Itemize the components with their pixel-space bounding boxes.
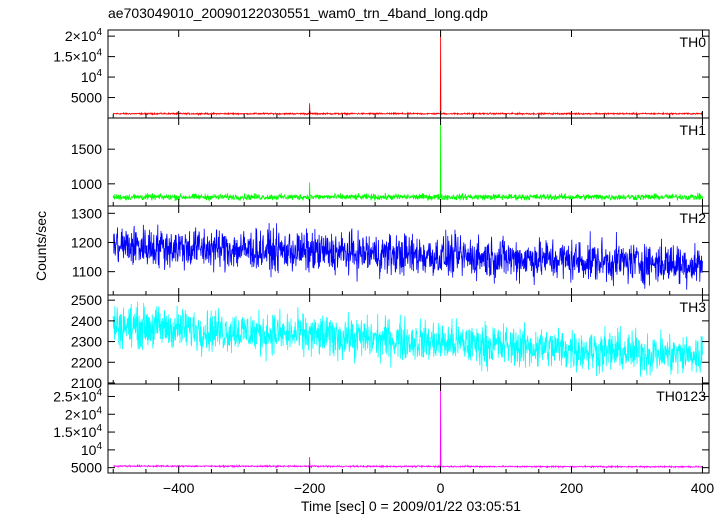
panel-th3: TH3 2100 2200 2300 2400 2500 bbox=[71, 292, 710, 391]
y-tick-label: 2400 bbox=[71, 313, 102, 329]
panel-label: TH2 bbox=[680, 210, 707, 226]
series-th0-line bbox=[112, 31, 703, 117]
y-tick-label: 1200 bbox=[71, 234, 102, 250]
x-tick-label: 200 bbox=[560, 480, 584, 496]
panel-label: TH3 bbox=[680, 299, 707, 315]
y-tick-label: 1500 bbox=[71, 141, 102, 157]
panel-frame bbox=[107, 29, 710, 119]
panel-th2: TH2 1100 1200 1300 bbox=[71, 205, 710, 296]
panel-frame bbox=[107, 383, 710, 474]
y-tick-label: 104 bbox=[81, 441, 103, 458]
panel-frame bbox=[107, 117, 710, 207]
chart-title: ae703049010_20090122030551_wam0_trn_4ban… bbox=[108, 5, 488, 21]
y-tick-label: 5000 bbox=[71, 460, 102, 476]
panel-label: TH1 bbox=[680, 122, 707, 138]
panel-label: TH0 bbox=[680, 34, 707, 50]
y-tick-label: 2300 bbox=[71, 334, 102, 350]
panels-group: TH050001041.5×1042×104TH110001500TH21100… bbox=[53, 27, 710, 476]
x-tick-label: 400 bbox=[691, 480, 715, 496]
y-axis-label: Counts/sec bbox=[33, 211, 49, 281]
y-tick-label: 1000 bbox=[71, 176, 102, 192]
panel-th0: TH0 5000 104 1.5×104 2×104 bbox=[53, 27, 710, 119]
y-tick-label: 2500 bbox=[71, 292, 102, 308]
panel-label: TH0123 bbox=[656, 388, 706, 404]
series-th0123-line bbox=[113, 383, 703, 469]
x-tick-label: −200 bbox=[294, 480, 326, 496]
y-tick-label: 2100 bbox=[71, 375, 102, 391]
y-tick-label: 2.5×104 bbox=[53, 387, 102, 404]
y-tick-label: 2200 bbox=[71, 354, 102, 370]
y-tick-label: 2×104 bbox=[65, 405, 103, 422]
y-tick-label: 5000 bbox=[71, 90, 102, 106]
y-tick-label: 1300 bbox=[71, 205, 102, 221]
x-axis-label: Time [sec] 0 = 2009/01/22 03:05:51 bbox=[301, 498, 521, 514]
x-tick-label: −400 bbox=[163, 480, 195, 496]
series-th3-line bbox=[112, 301, 703, 377]
y-tick-label: 2×104 bbox=[65, 27, 103, 44]
series-th2-line bbox=[113, 223, 703, 290]
series-th1-line bbox=[112, 117, 703, 202]
x-axis: −400 −200 0 200 400 bbox=[163, 480, 714, 496]
x-tick-label: 0 bbox=[437, 480, 445, 496]
y-tick-label: 1100 bbox=[72, 264, 102, 280]
y-tick-label: 104 bbox=[81, 68, 103, 85]
y-tick-label: 1.5×104 bbox=[53, 423, 102, 440]
y-tick-label: 1.5×104 bbox=[53, 48, 102, 65]
panel-th1: TH1 1000 1500 bbox=[71, 117, 710, 207]
